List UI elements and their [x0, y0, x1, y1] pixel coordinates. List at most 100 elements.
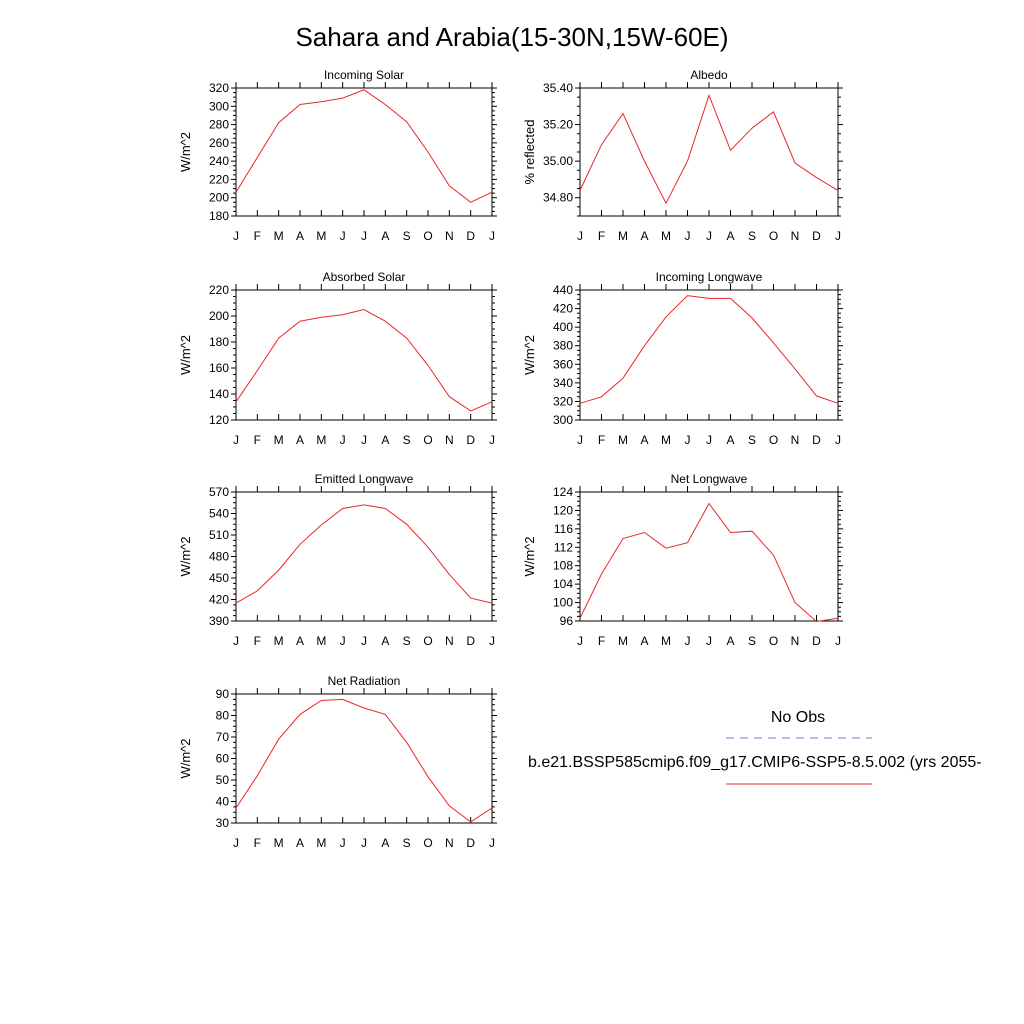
series-line: [235, 698, 493, 823]
series-line: [579, 502, 839, 623]
x-tick-label: J: [340, 229, 346, 243]
y-axis-label: W/m^2: [178, 536, 193, 576]
x-tick-label: D: [466, 433, 475, 447]
x-tick-label: M: [316, 229, 326, 243]
x-tick-label: J: [340, 634, 346, 648]
y-tick-label: 30: [216, 816, 230, 830]
y-tick-label: 35.00: [543, 154, 573, 168]
x-tick-label: M: [316, 634, 326, 648]
series-line: [235, 89, 493, 203]
x-tick-label: A: [381, 229, 389, 243]
y-tick-label: 360: [553, 357, 573, 371]
y-tick-label: 160: [209, 361, 229, 375]
y-tick-label: 220: [209, 172, 229, 186]
x-tick-label: N: [791, 634, 800, 648]
x-tick-label: N: [445, 836, 454, 850]
x-tick-label: J: [361, 433, 367, 447]
y-tick-label: 60: [216, 752, 230, 766]
x-tick-label: A: [381, 836, 389, 850]
plot-frame: [579, 491, 839, 622]
x-tick-label: J: [577, 229, 583, 243]
x-tick-label: D: [466, 229, 475, 243]
y-tick-label: 510: [209, 528, 229, 542]
y-tick-label: 34.80: [543, 191, 573, 205]
x-tick-label: N: [791, 433, 800, 447]
y-tick-label: 390: [209, 614, 229, 628]
y-tick-label: 104: [553, 577, 573, 591]
figure-title: Sahara and Arabia(15-30N,15W-60E): [295, 22, 728, 52]
x-tick-label: M: [661, 229, 671, 243]
y-tick-label: 420: [209, 593, 229, 607]
x-tick-label: N: [445, 433, 454, 447]
x-tick-label: A: [640, 433, 648, 447]
x-tick-label: F: [254, 634, 261, 648]
x-tick-label: J: [233, 836, 239, 850]
plot-frame: [235, 491, 493, 622]
x-tick-label: N: [445, 634, 454, 648]
y-axis-label: W/m^2: [178, 738, 193, 778]
x-tick-label: J: [340, 433, 346, 447]
x-tick-label: M: [661, 634, 671, 648]
series-line: [235, 308, 493, 412]
x-tick-label: D: [812, 634, 821, 648]
y-tick-label: 450: [209, 571, 229, 585]
y-tick-label: 480: [209, 550, 229, 564]
y-tick-label: 120: [553, 503, 573, 517]
panel-title: Incoming Solar: [324, 68, 404, 82]
x-tick-label: A: [296, 634, 304, 648]
x-tick-label: O: [769, 433, 778, 447]
plot-frame: [579, 87, 839, 217]
x-tick-label: S: [748, 433, 756, 447]
x-tick-label: J: [489, 836, 495, 850]
x-tick-label: J: [706, 634, 712, 648]
x-tick-label: O: [769, 229, 778, 243]
x-tick-label: O: [769, 634, 778, 648]
panel-title: Net Radiation: [328, 674, 401, 688]
x-tick-label: N: [445, 229, 454, 243]
y-tick-label: 340: [553, 376, 573, 390]
legend: No Obs b.e21.BSSP585cmip6.f09_g17.CMIP6-…: [528, 709, 982, 785]
series-line: [235, 504, 493, 604]
x-tick-label: J: [233, 433, 239, 447]
y-tick-label: 240: [209, 154, 229, 168]
y-tick-label: 35.20: [543, 118, 573, 132]
plot-frame: [579, 289, 839, 421]
y-tick-label: 220: [209, 283, 229, 297]
x-tick-label: M: [316, 433, 326, 447]
x-tick-label: J: [233, 229, 239, 243]
y-tick-label: 90: [216, 687, 230, 701]
panel-title: Absorbed Solar: [323, 270, 406, 284]
x-tick-label: J: [577, 634, 583, 648]
y-tick-label: 140: [209, 387, 229, 401]
y-tick-label: 300: [553, 413, 573, 427]
x-tick-label: J: [835, 229, 841, 243]
y-tick-label: 280: [209, 118, 229, 132]
x-tick-label: A: [640, 229, 648, 243]
y-tick-label: 440: [553, 283, 573, 297]
x-tick-label: J: [233, 634, 239, 648]
x-tick-label: J: [489, 433, 495, 447]
y-tick-label: 100: [553, 596, 573, 610]
y-axis-label: W/m^2: [178, 132, 193, 172]
x-tick-label: D: [812, 433, 821, 447]
x-tick-label: M: [274, 634, 284, 648]
x-tick-label: O: [423, 229, 432, 243]
y-tick-label: 200: [209, 309, 229, 323]
x-tick-label: J: [706, 433, 712, 447]
x-tick-label: J: [835, 634, 841, 648]
x-tick-label: A: [296, 229, 304, 243]
panel-incoming-solar: Incoming Solar W/m^2 180 200 220 240 260 280 300…: [178, 68, 497, 243]
y-tick-label: 400: [553, 320, 573, 334]
panel-title: Incoming Longwave: [656, 270, 763, 284]
legend-model-label: b.e21.BSSP585cmip6.f09_g17.CMIP6-SSP5-8.…: [528, 754, 982, 771]
panel-title: Net Longwave: [671, 472, 748, 486]
x-tick-label: A: [726, 433, 734, 447]
x-tick-label: J: [489, 229, 495, 243]
y-tick-label: 108: [553, 559, 573, 573]
x-tick-label: S: [403, 836, 411, 850]
x-tick-label: M: [274, 836, 284, 850]
y-tick-label: 320: [553, 394, 573, 408]
